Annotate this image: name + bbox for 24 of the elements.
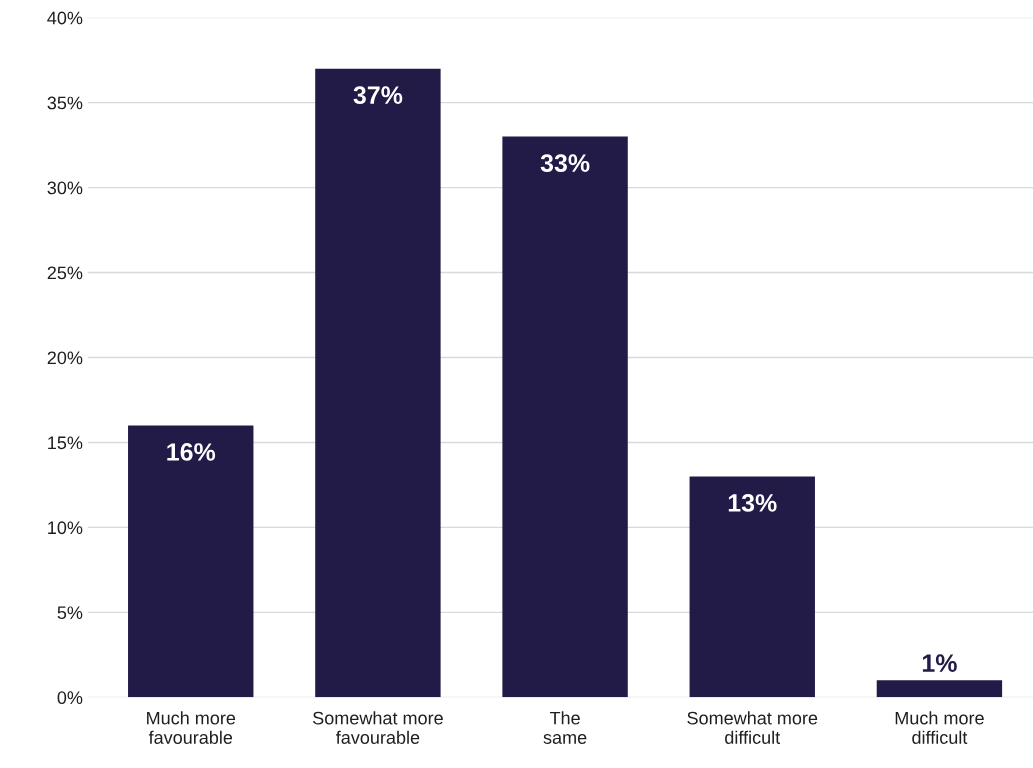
x-tick-label: Somewhat more difficult	[687, 711, 818, 744]
data-label: 33%	[540, 154, 590, 172]
y-tick-label: 40%	[47, 11, 83, 25]
y-tick-label: 5%	[57, 606, 83, 620]
bar	[128, 425, 254, 698]
data-label: 37%	[353, 86, 403, 105]
y-tick-label: 30%	[47, 181, 83, 195]
bar	[502, 136, 628, 698]
y-tick-label: 20%	[47, 351, 83, 365]
bar	[315, 68, 441, 698]
y-tick-label: 35%	[47, 96, 83, 110]
y-tick-label: 25%	[47, 266, 83, 280]
x-tick-label: Somewhat more favourable	[313, 711, 443, 744]
x-tick-label: Much more difficult	[895, 711, 984, 744]
y-tick-label: 0%	[57, 691, 83, 705]
data-label: 16%	[167, 443, 216, 461]
data-label: 1%	[922, 654, 957, 672]
y-tick-label: 15%	[48, 436, 83, 450]
y-tick-label: 10%	[48, 521, 83, 535]
bar	[689, 476, 815, 698]
x-tick-label: The same	[543, 711, 587, 744]
bar	[876, 680, 1003, 698]
x-tick-label: Much more favourable	[147, 711, 236, 744]
data-label: 13%	[728, 494, 777, 512]
